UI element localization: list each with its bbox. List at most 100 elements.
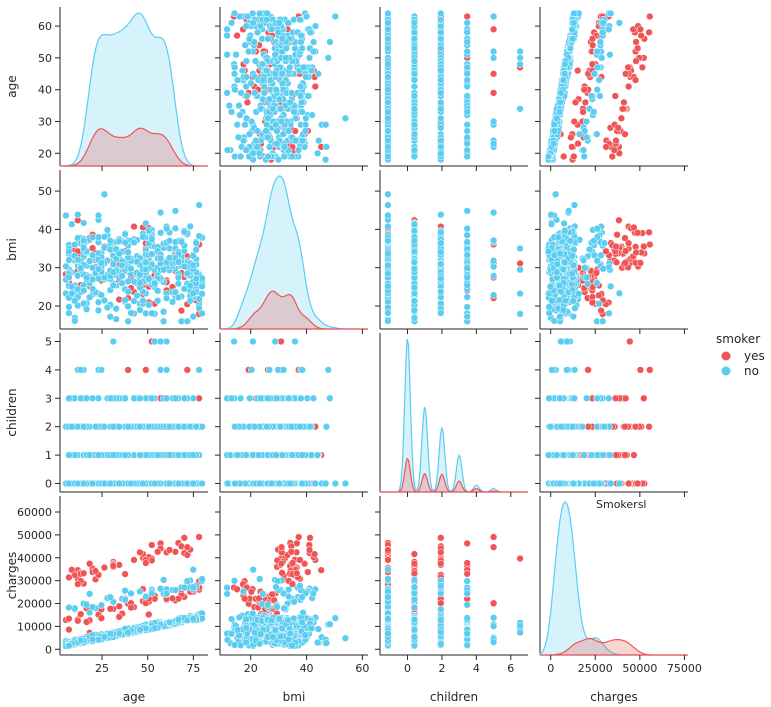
y-tick-label: 30 (38, 262, 52, 275)
scatter-point (410, 227, 419, 235)
scatter-point (611, 92, 619, 100)
y-tick-label: 1 (45, 449, 52, 462)
scatter-point (145, 275, 153, 283)
scatter-point (613, 231, 621, 239)
scatter-point (489, 140, 498, 148)
y-tick-label: 50 (38, 185, 52, 198)
panel-bmi-vs-bmi (219, 170, 368, 334)
scatter-point (271, 70, 279, 78)
scatter-point (174, 293, 183, 302)
scatter-point (156, 254, 165, 262)
scatter-point (156, 337, 165, 346)
scatter-point (280, 143, 289, 151)
scatter-point (74, 211, 82, 219)
scatter-point (249, 149, 257, 157)
scatter-point (600, 423, 609, 431)
scatter-point (569, 479, 578, 488)
scatter-point (489, 117, 498, 126)
scatter-point (593, 130, 601, 138)
scatter-point (233, 76, 242, 84)
scatter-point (192, 246, 200, 254)
scatter-point (634, 44, 642, 52)
scatter-point (77, 264, 85, 272)
scatter-point (590, 237, 598, 245)
scatter-point (612, 451, 620, 459)
scatter-point (260, 82, 268, 91)
scatter-point (272, 451, 280, 459)
scatter-point (590, 479, 598, 488)
scatter-point (615, 289, 624, 297)
scatter-point (553, 451, 561, 459)
scatter-point (569, 261, 578, 269)
scatter-point (489, 272, 498, 280)
scatter-point (145, 227, 153, 235)
density-yes (60, 127, 208, 167)
scatter-point (195, 366, 203, 374)
scatter-point (291, 337, 299, 346)
scatter-point (241, 121, 249, 129)
scatter-point (139, 233, 147, 241)
scatter-point (593, 47, 601, 56)
scatter-point (410, 265, 419, 273)
scatter-point (273, 140, 281, 148)
scatter-point (548, 297, 556, 305)
scatter-point (593, 279, 601, 287)
scatter-point (437, 124, 445, 132)
scatter-point (437, 260, 445, 268)
scatter-point (195, 201, 203, 209)
scatter-point (148, 541, 156, 549)
scatter-point (553, 114, 561, 122)
scatter-point (298, 136, 307, 145)
scatter-point (593, 86, 601, 94)
scatter-point (142, 258, 150, 266)
scatter-point (546, 283, 555, 291)
scatter-point (249, 9, 257, 18)
scatter-point (174, 451, 183, 459)
scatter-point (575, 130, 584, 138)
scatter-point (624, 479, 633, 488)
scatter-point (410, 297, 419, 305)
scatter-point (602, 143, 610, 151)
scatter-point (74, 580, 82, 588)
scatter-point (544, 152, 553, 161)
scatter-point (145, 610, 153, 619)
scatter-point (223, 89, 231, 97)
scatter-point (463, 28, 471, 37)
scatter-point (106, 237, 114, 245)
scatter-point (384, 25, 392, 33)
scatter-point (567, 133, 575, 142)
scatter-point (171, 207, 180, 215)
scatter-point (106, 394, 114, 402)
scatter-point (71, 297, 79, 305)
scatter-point (263, 16, 271, 24)
scatter-point (560, 152, 568, 161)
scatter-point (109, 451, 117, 459)
scatter-point (410, 220, 419, 228)
scatter-point (241, 41, 249, 49)
scatter-point (463, 207, 471, 215)
scatter-point (548, 366, 556, 374)
scatter-point (437, 114, 445, 122)
scatter-point (168, 594, 177, 603)
scatter-point (255, 149, 264, 157)
scatter-point (585, 245, 594, 254)
scatter-point (124, 423, 132, 431)
scatter-point (267, 479, 276, 488)
scatter-point (296, 16, 304, 24)
scatter-point (632, 38, 640, 46)
scatter-point (91, 567, 100, 575)
y-tick-label: 2 (45, 421, 52, 434)
scatter-point (231, 479, 239, 488)
scatter-point (555, 281, 564, 290)
scatter-point (227, 108, 236, 116)
scatter-point (384, 249, 392, 258)
scatter-point (231, 63, 239, 72)
scatter-point (384, 127, 392, 135)
scatter-point (632, 248, 640, 257)
scatter-point (568, 143, 576, 151)
scatter-point (136, 279, 144, 287)
scatter-point (638, 63, 647, 72)
scatter-point (437, 136, 445, 145)
